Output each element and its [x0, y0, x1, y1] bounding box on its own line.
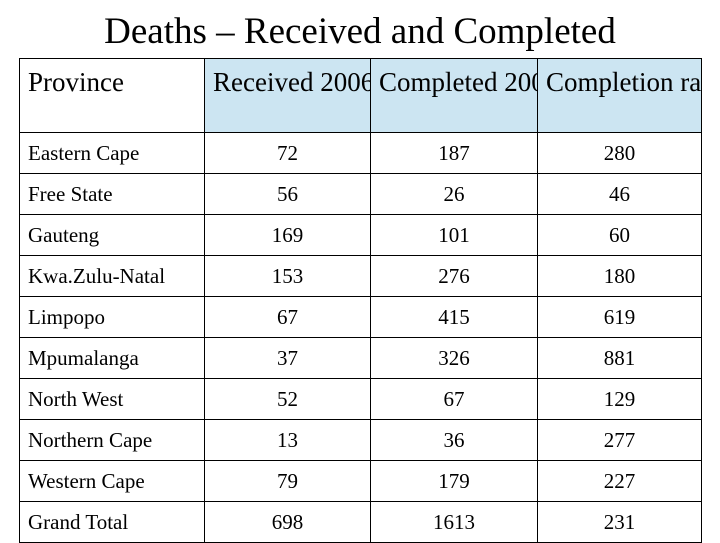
table-row: Free State 56 26 46 — [19, 173, 702, 215]
header-received: Received 2006/7 — [204, 58, 371, 133]
province-cell: Northern Cape — [19, 419, 205, 461]
completion-rate-cell: 129 — [537, 378, 702, 420]
received-cell: 72 — [204, 132, 371, 174]
received-cell: 37 — [204, 337, 371, 379]
table-row: Northern Cape 13 36 277 — [19, 419, 702, 461]
completed-cell: 326 — [370, 337, 538, 379]
page-title: Deaths – Received and Completed — [104, 11, 616, 52]
province-cell: Eastern Cape — [19, 132, 205, 174]
province-cell: Gauteng — [19, 214, 205, 256]
completion-rate-cell: 231 — [537, 501, 702, 543]
completed-cell: 415 — [370, 296, 538, 338]
completion-rate-cell: 280 — [537, 132, 702, 174]
province-cell: Grand Total — [19, 501, 205, 543]
completion-rate-cell: 881 — [537, 337, 702, 379]
province-cell: Western Cape — [19, 460, 205, 502]
completed-cell: 276 — [370, 255, 538, 297]
completed-cell: 36 — [370, 419, 538, 461]
table-row: Gauteng 169 101 60 — [19, 214, 702, 256]
completed-cell: 67 — [370, 378, 538, 420]
province-cell: Mpumalanga — [19, 337, 205, 379]
table-header: Province Received 2006/7 Completed 2006/… — [19, 58, 702, 133]
deaths-table: Province Received 2006/7 Completed 2006/… — [19, 58, 702, 543]
completed-cell: 1613 — [370, 501, 538, 543]
received-cell: 153 — [204, 255, 371, 297]
table-body: Eastern Cape 72 187 280 Free State 56 26… — [19, 132, 702, 543]
table-row: North West 52 67 129 — [19, 378, 702, 420]
received-cell: 698 — [204, 501, 371, 543]
completion-rate-cell: 277 — [537, 419, 702, 461]
completed-cell: 101 — [370, 214, 538, 256]
header-row: Province Received 2006/7 Completed 2006/… — [19, 58, 702, 133]
completion-rate-cell: 180 — [537, 255, 702, 297]
completion-rate-cell: 619 — [537, 296, 702, 338]
received-cell: 67 — [204, 296, 371, 338]
completed-cell: 187 — [370, 132, 538, 174]
table-row: Eastern Cape 72 187 280 — [19, 132, 702, 174]
received-cell: 79 — [204, 460, 371, 502]
province-cell: Limpopo — [19, 296, 205, 338]
province-cell: North West — [19, 378, 205, 420]
total-row: Grand Total 698 1613 231 — [19, 501, 702, 543]
completed-cell: 26 — [370, 173, 538, 215]
completion-rate-cell: 46 — [537, 173, 702, 215]
received-cell: 13 — [204, 419, 371, 461]
received-cell: 56 — [204, 173, 371, 215]
table-row: Western Cape 79 179 227 — [19, 460, 702, 502]
header-province: Province — [19, 58, 205, 133]
table-row: Mpumalanga 37 326 881 — [19, 337, 702, 379]
completed-cell: 179 — [370, 460, 538, 502]
table-row: Kwa.Zulu-Natal 153 276 180 — [19, 255, 702, 297]
completion-rate-cell: 227 — [537, 460, 702, 502]
header-completed: Completed 2006/7 — [370, 58, 538, 133]
province-cell: Kwa.Zulu-Natal — [19, 255, 205, 297]
completion-rate-cell: 60 — [537, 214, 702, 256]
header-completion-rate: Completion rate (%) — [537, 58, 702, 133]
table-row: Limpopo 67 415 619 — [19, 296, 702, 338]
received-cell: 169 — [204, 214, 371, 256]
received-cell: 52 — [204, 378, 371, 420]
province-cell: Free State — [19, 173, 205, 215]
